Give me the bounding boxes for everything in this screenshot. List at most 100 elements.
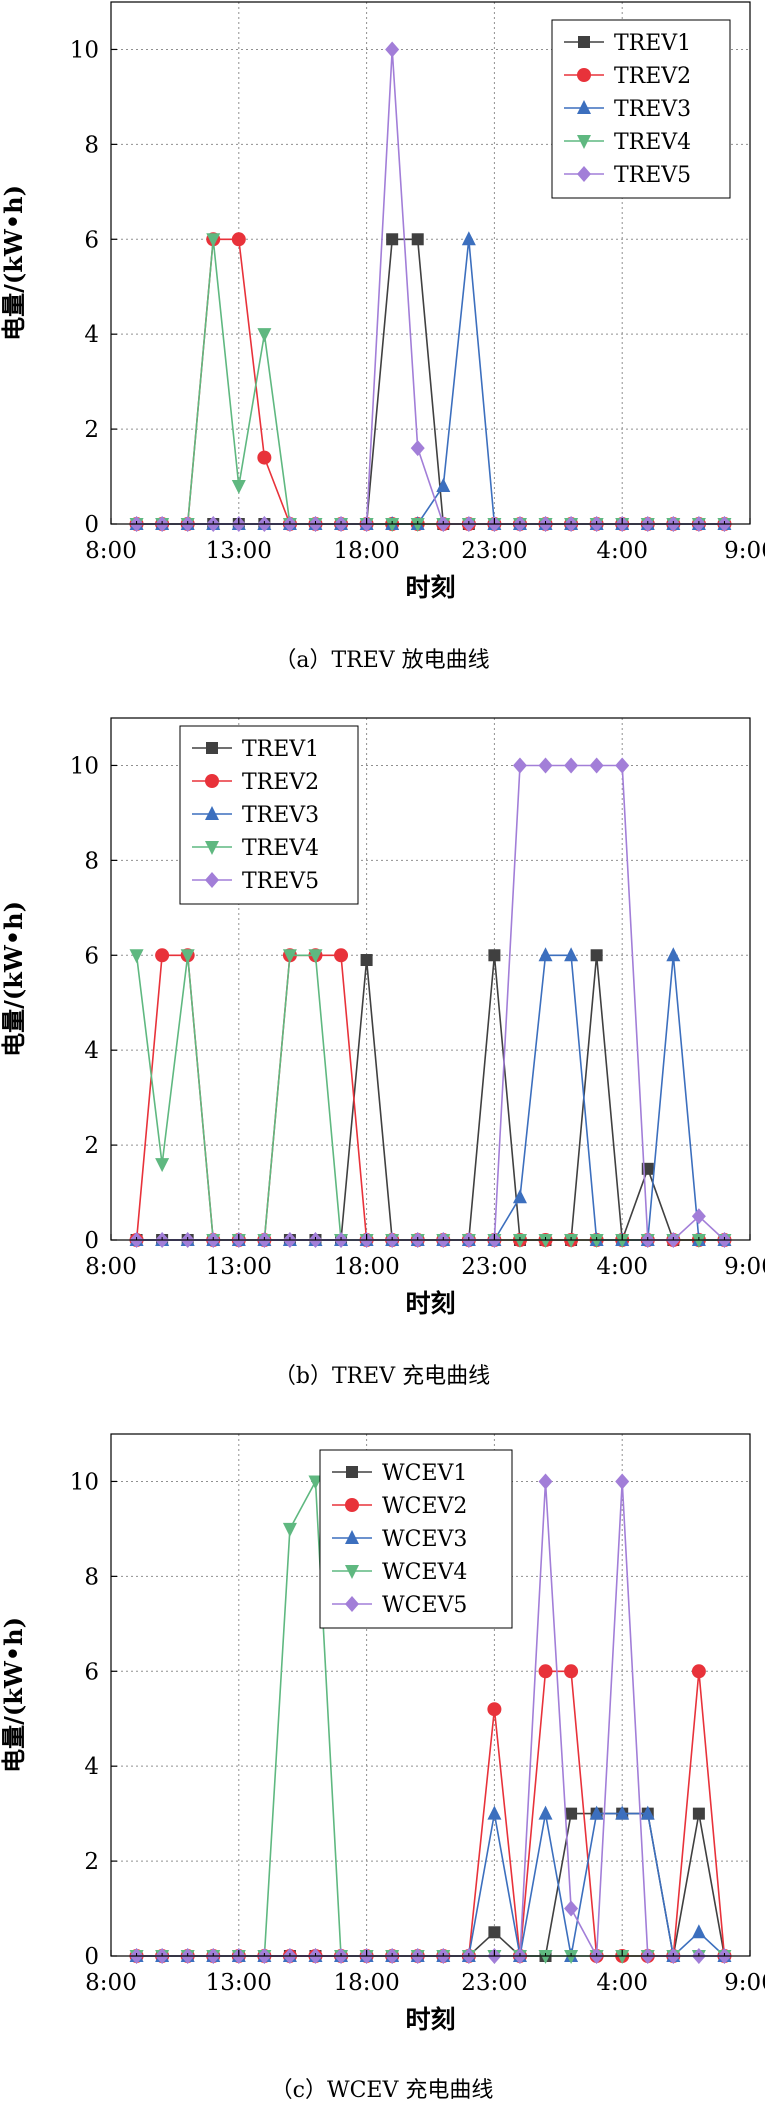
legend-label: TREV3 [242, 803, 319, 828]
x-tick-label: 13:00 [206, 1254, 272, 1280]
legend-item-TREV1: TREV1 [192, 737, 319, 762]
data-point [512, 1234, 527, 1248]
y-tick-label: 4 [84, 1038, 99, 1064]
data-point [538, 1664, 553, 1679]
data-point [589, 1234, 604, 1248]
legend-marker [345, 1565, 359, 1579]
legend-item-WCEV4: WCEV4 [332, 1560, 467, 1585]
y-axis-label: 电量/(kW•h) [0, 1617, 28, 1773]
data-point [385, 41, 400, 58]
y-tick-label: 0 [84, 1228, 99, 1254]
x-tick-label: 9:00 [724, 1970, 765, 1996]
series-line [135, 954, 725, 1241]
legend-label: WCEV2 [382, 1494, 467, 1519]
legend-label: TREV1 [614, 31, 691, 56]
y-tick-label: 2 [84, 1849, 99, 1875]
data-point [512, 1189, 527, 1204]
legend-marker [205, 774, 219, 788]
legend-marker [577, 166, 591, 182]
legend-label: TREV4 [242, 836, 319, 861]
data-point [615, 757, 630, 774]
x-tick-label: 9:00 [724, 1254, 765, 1280]
data-point [436, 478, 451, 493]
data-point [615, 1234, 630, 1248]
legend-item-WCEV2: WCEV2 [332, 1494, 467, 1519]
x-tick-label: 4:00 [596, 1970, 648, 1996]
y-tick-label: 0 [84, 1944, 99, 1970]
data-point [691, 1234, 706, 1248]
data-point [564, 947, 579, 962]
legend-marker [206, 742, 218, 754]
data-point [691, 1924, 706, 1939]
legend-label: TREV2 [614, 64, 691, 89]
legend-item-TREV2: TREV2 [564, 64, 691, 89]
figure-caption: （c）WCEV 充电曲线 [271, 2078, 494, 2103]
legend-marker [205, 841, 219, 855]
y-tick-label: 4 [84, 1754, 99, 1780]
data-point [691, 1208, 706, 1225]
data-point [308, 1475, 323, 1490]
data-point [538, 1805, 553, 1820]
legend-item-TREV3: TREV3 [192, 803, 319, 828]
data-point [590, 949, 603, 962]
x-tick-label: 9:00 [724, 538, 765, 564]
data-point [564, 1900, 579, 1917]
series-line [136, 1812, 725, 1958]
legend-marker [205, 806, 219, 820]
y-tick-label: 10 [70, 1469, 99, 1495]
series-TREV3 [129, 947, 732, 1246]
x-axis-label: 时刻 [405, 1289, 455, 1318]
plot-frame [110, 717, 751, 1241]
legend-item-WCEV5: WCEV5 [332, 1593, 467, 1618]
legend-label: TREV5 [614, 163, 691, 188]
legend-item-TREV4: TREV4 [564, 130, 691, 155]
y-tick-label: 2 [84, 1133, 99, 1159]
x-tick-label: 13:00 [206, 1970, 272, 1996]
series-line [136, 1812, 726, 1957]
data-point [691, 1664, 706, 1679]
data-point [360, 954, 373, 967]
data-point [538, 1950, 553, 1964]
legend-label: TREV3 [614, 97, 691, 122]
series-line [136, 954, 725, 1241]
legend-marker [577, 135, 591, 149]
legend-marker [578, 36, 590, 48]
legend-item-TREV5: TREV5 [192, 869, 319, 894]
y-axis-label: 电量/(kW•h) [0, 185, 28, 341]
series-line [135, 954, 725, 1241]
legend-item-WCEV3: WCEV3 [332, 1527, 467, 1552]
data-point [410, 518, 425, 532]
x-tick-label: 23:00 [461, 1970, 527, 1996]
legend-item-TREV4: TREV4 [192, 836, 319, 861]
data-point [308, 949, 323, 964]
series-line [136, 238, 725, 525]
legend-label: TREV4 [614, 130, 691, 155]
y-tick-label: 6 [84, 1659, 99, 1685]
x-tick-label: 8:00 [85, 1254, 137, 1280]
data-point [565, 1807, 578, 1820]
data-point [512, 757, 527, 774]
data-point [488, 1926, 501, 1939]
legend-marker [345, 1530, 359, 1544]
legend-label: WCEV4 [382, 1560, 467, 1585]
legend-marker [346, 1466, 358, 1478]
data-point [538, 1473, 553, 1490]
plot-frame [110, 1433, 751, 1957]
y-tick-label: 10 [70, 37, 99, 63]
legend: WCEV1 WCEV2 WCEV3 WCEV4 WCEV5 [319, 1449, 513, 1629]
data-point [589, 757, 604, 774]
y-tick-label: 0 [84, 512, 99, 538]
data-point [615, 1473, 630, 1490]
data-point [155, 948, 170, 963]
y-tick-label: 6 [84, 943, 99, 969]
x-tick-label: 18:00 [333, 1254, 399, 1280]
data-point [564, 757, 579, 774]
x-tick-label: 4:00 [596, 1254, 648, 1280]
legend-marker [205, 872, 219, 888]
data-point [564, 1234, 579, 1248]
data-point [257, 450, 272, 465]
x-tick-label: 23:00 [461, 1254, 527, 1280]
data-point [257, 328, 272, 343]
legend-label: WCEV3 [382, 1527, 467, 1552]
legend-item-TREV1: TREV1 [564, 31, 691, 56]
